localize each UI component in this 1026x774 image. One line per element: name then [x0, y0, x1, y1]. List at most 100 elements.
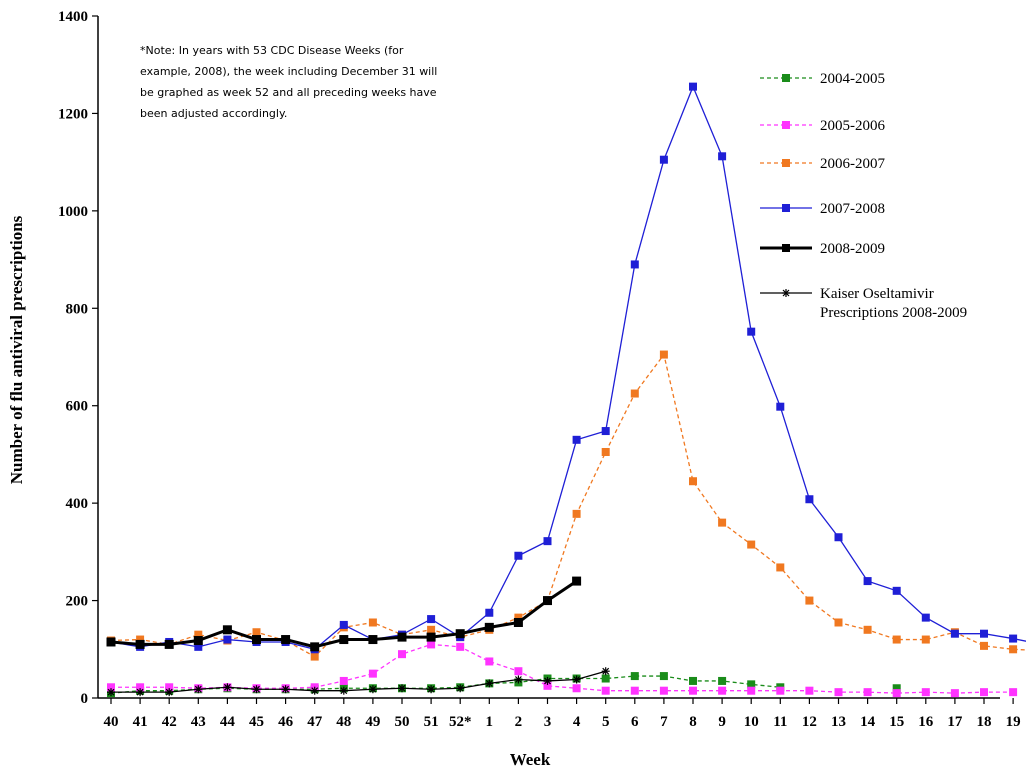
data-point — [601, 447, 610, 456]
legend-label: Kaiser Oseltamivir — [820, 286, 934, 302]
note-line: example, 2008), the week including Decem… — [140, 65, 437, 78]
data-point — [718, 518, 727, 527]
x-tick-label: 13 — [831, 714, 846, 730]
series-line — [111, 643, 1014, 694]
data-point — [659, 672, 668, 681]
legend-label: 2007-2008 — [820, 201, 885, 217]
data-point — [165, 683, 174, 692]
legend-label: 2004-2005 — [820, 71, 885, 87]
data-point-star — [572, 675, 581, 684]
x-tick-label: 4 — [573, 714, 581, 730]
x-tick-label: 40 — [104, 714, 119, 730]
x-tick-label: 7 — [660, 714, 668, 730]
data-point — [194, 642, 203, 651]
data-point — [368, 618, 377, 627]
data-point-star — [281, 685, 290, 694]
data-point — [630, 672, 639, 681]
data-point — [339, 620, 348, 629]
data-point — [601, 427, 610, 436]
x-tick-label: 8 — [689, 714, 697, 730]
series-line — [110, 675, 781, 694]
note-line: *Note: In years with 53 CDC Disease Week… — [140, 44, 404, 57]
data-point — [601, 674, 610, 683]
data-point — [572, 684, 581, 693]
series-2006-2007 — [107, 350, 1026, 661]
data-point-star — [310, 686, 319, 695]
y-tick-label: 600 — [66, 399, 89, 415]
data-point — [834, 533, 843, 542]
data-point-star — [456, 684, 465, 693]
x-tick-label: 46 — [278, 714, 294, 730]
data-point — [485, 608, 494, 617]
legend-item: Kaiser Oseltamivir Prescriptions 2008-200… — [760, 286, 967, 321]
x-tick-label: 9 — [718, 714, 726, 730]
data-point — [689, 477, 697, 486]
y-tick-label: 1200 — [58, 106, 88, 122]
y-tick-label: 0 — [81, 691, 89, 707]
x-tick-label: 2 — [515, 714, 523, 730]
x-tick-label: 50 — [395, 714, 410, 730]
data-point — [135, 639, 145, 649]
y-axis-title: Number of flu antiviral prescriptions — [7, 215, 26, 484]
data-point — [572, 435, 581, 444]
series-line — [111, 670, 606, 693]
data-point — [194, 630, 203, 639]
data-point — [164, 639, 174, 649]
data-point — [427, 640, 436, 649]
x-tick-label: 47 — [307, 714, 323, 730]
data-point — [980, 629, 988, 638]
data-point — [427, 625, 436, 634]
y-tick-label: 1000 — [58, 204, 88, 220]
data-point-star — [601, 667, 610, 676]
data-point — [310, 642, 320, 652]
x-tick-label: 44 — [220, 714, 236, 730]
y-tick-label: 200 — [66, 594, 89, 610]
data-point-star — [339, 686, 348, 695]
data-point — [718, 152, 727, 161]
data-point — [659, 350, 668, 359]
x-tick-label: 16 — [918, 714, 934, 730]
data-point — [281, 635, 291, 645]
data-point — [950, 689, 959, 698]
series-line — [110, 353, 1026, 658]
data-point — [689, 82, 697, 91]
data-point-star — [427, 685, 436, 694]
data-point — [310, 652, 319, 661]
data-point — [863, 625, 872, 634]
data-point — [368, 669, 377, 678]
legend-item: 2007-2008 — [760, 201, 885, 217]
x-axis-title: Week — [510, 750, 551, 769]
data-point — [514, 613, 523, 622]
data-point — [456, 642, 465, 651]
series-line — [110, 84, 1026, 650]
data-point — [426, 632, 436, 642]
data-point-star — [485, 679, 494, 688]
data-point — [689, 686, 697, 695]
data-point — [747, 540, 756, 549]
note-line: be graphed as week 52 and all preceding … — [140, 86, 437, 99]
note-annotation: *Note: In years with 53 CDC Disease Week… — [140, 44, 437, 120]
data-point — [805, 686, 814, 695]
data-point-star — [223, 683, 232, 692]
legend-item: 2008-2009 — [760, 241, 885, 257]
x-tick-label: 15 — [889, 714, 904, 730]
data-point — [427, 615, 436, 624]
data-point — [455, 629, 465, 639]
data-point — [892, 635, 901, 644]
legend-label: 2005-2006 — [820, 118, 885, 134]
x-tick-label: 14 — [860, 714, 876, 730]
note-line: been adjusted accordingly. — [140, 107, 287, 120]
data-point — [107, 683, 115, 692]
data-point — [630, 260, 639, 269]
data-point — [136, 683, 145, 692]
data-point — [950, 629, 959, 638]
x-tick-label: 49 — [365, 714, 380, 730]
data-point-star — [165, 688, 174, 697]
data-point — [863, 688, 872, 697]
series-kaiser-oseltamivir-prescriptions-2008-2009 — [107, 667, 610, 697]
data-point-star — [107, 688, 115, 697]
data-point — [718, 686, 727, 695]
data-point — [805, 495, 814, 504]
data-point — [223, 635, 232, 644]
data-point — [106, 637, 116, 647]
